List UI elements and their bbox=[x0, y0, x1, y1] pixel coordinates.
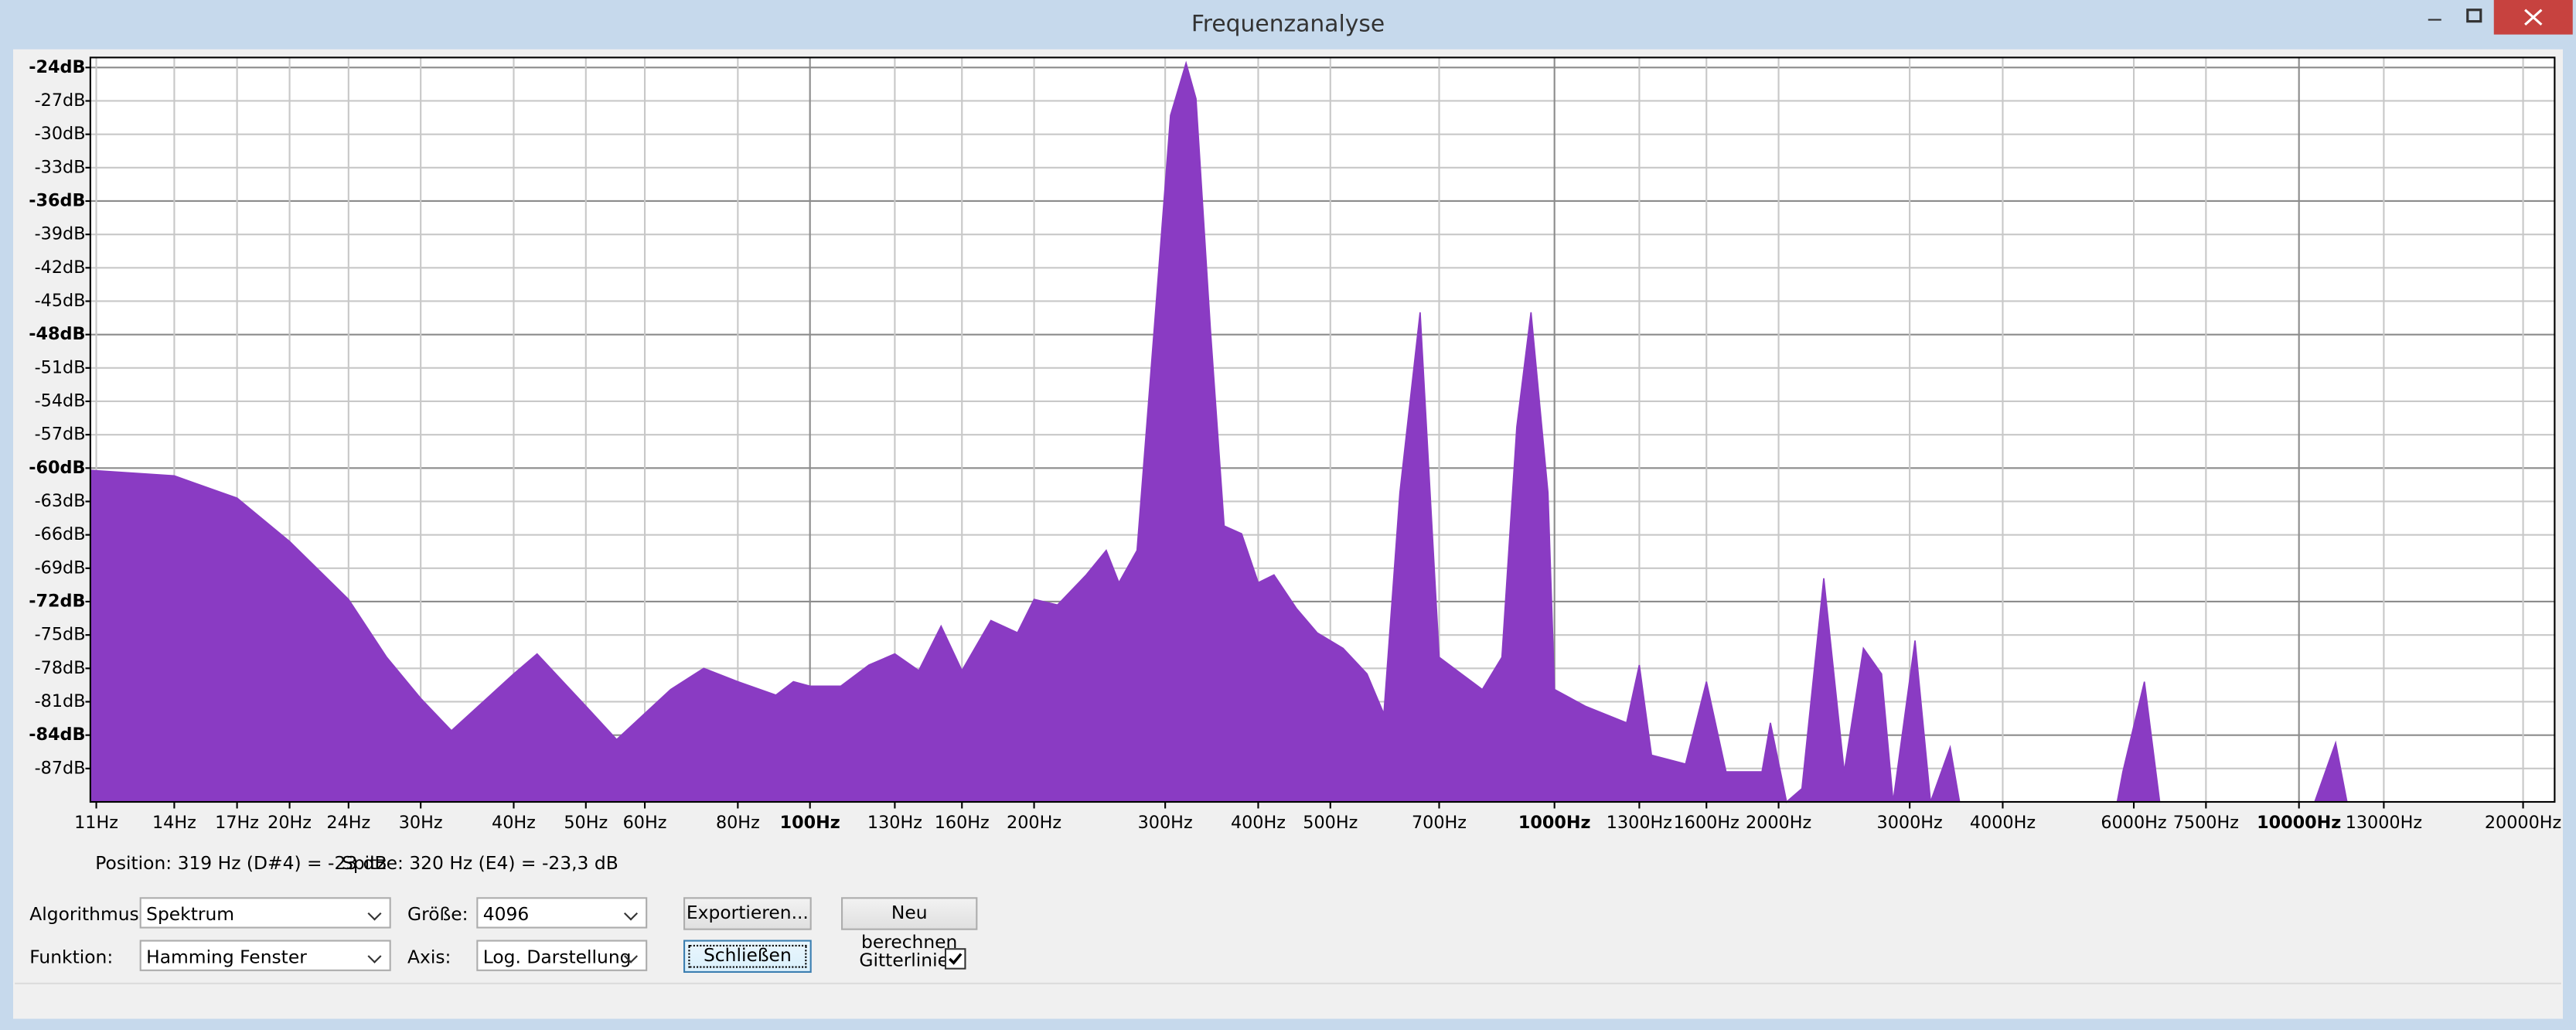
y-tick-label: -51dB bbox=[35, 357, 86, 377]
x-tick-label: 7500Hz bbox=[2173, 813, 2239, 833]
x-tick-label: 11Hz bbox=[74, 813, 118, 833]
x-tick-label: 50Hz bbox=[564, 813, 608, 833]
y-tick-label: -57dB bbox=[35, 425, 86, 445]
x-tick-label: 100Hz bbox=[780, 813, 840, 833]
x-tick-label: 130Hz bbox=[867, 813, 922, 833]
x-tick-label: 4000Hz bbox=[1970, 813, 2036, 833]
label: Axis: bbox=[407, 946, 451, 968]
x-tick-label: 160Hz bbox=[935, 813, 990, 833]
x-tick-label: 20000Hz bbox=[2485, 813, 2561, 833]
y-tick-label: -39dB bbox=[35, 224, 86, 244]
status-bar bbox=[15, 982, 2561, 1018]
x-tick-label: 40Hz bbox=[492, 813, 536, 833]
y-tick-label: -33dB bbox=[35, 157, 86, 177]
y-tick-label: -63dB bbox=[35, 491, 86, 511]
checkbox-box[interactable] bbox=[944, 948, 966, 970]
spectrum-chart: -24dB -27dB -30dB -33dB -36dB -39dB -42dB -45dB… bbox=[29, 56, 2561, 833]
x-tick-label: 20Hz bbox=[267, 813, 312, 833]
y-tick-label: -27dB bbox=[35, 90, 86, 111]
label: Gitterlinien bbox=[859, 950, 960, 971]
x-tick-label: 300Hz bbox=[1138, 813, 1193, 833]
y-tick-label: -42dB bbox=[35, 258, 86, 278]
x-tick-label: 24Hz bbox=[326, 813, 370, 833]
status-position: Position: 319 Hz (D#4) = -23 dB bbox=[95, 852, 387, 875]
x-tick-label: 14Hz bbox=[152, 813, 196, 833]
y-tick-label: -36dB bbox=[29, 190, 85, 210]
y-tick-label: -66dB bbox=[35, 524, 86, 544]
algorithm-select[interactable]: Spektrum bbox=[139, 897, 391, 929]
x-tick-label: 1600Hz bbox=[1674, 813, 1739, 833]
y-tick-label: -84dB bbox=[29, 725, 85, 745]
x-tick-label: 1000Hz bbox=[1518, 813, 1591, 833]
checkmark bbox=[949, 953, 963, 965]
window-buttons[interactable] bbox=[2415, 0, 2576, 39]
x-tick-label: 200Hz bbox=[1007, 813, 1061, 833]
y-tick-label: -24dB bbox=[29, 57, 85, 77]
y-tick-label: -87dB bbox=[35, 758, 86, 778]
status-peak: Spitze: 320 Hz (E4) = -23,3 dB bbox=[342, 852, 618, 875]
label: Funktion: bbox=[29, 946, 114, 968]
y-tick-label: -45dB bbox=[35, 291, 86, 311]
x-tick-label: 400Hz bbox=[1231, 813, 1286, 833]
y-tick-label: -54dB bbox=[35, 391, 86, 411]
x-tick-label: 17Hz bbox=[215, 813, 259, 833]
x-tick-label: 30Hz bbox=[399, 813, 443, 833]
close-dialog-button[interactable]: Schließen bbox=[683, 940, 812, 973]
plot-border bbox=[89, 56, 2556, 803]
x-tick-label: 6000Hz bbox=[2101, 813, 2166, 833]
x-tick-label: 13000Hz bbox=[2346, 813, 2422, 833]
y-tick-label: -78dB bbox=[35, 658, 86, 678]
size-select[interactable]: 4096 bbox=[476, 897, 648, 929]
y-tick-label: -72dB bbox=[29, 591, 85, 611]
x-tick-label: 1300Hz bbox=[1607, 813, 1672, 833]
y-tick-label: -60dB bbox=[29, 458, 85, 478]
axis-select[interactable]: Log. Darstellung bbox=[476, 940, 648, 971]
x-tick-label: 60Hz bbox=[623, 813, 667, 833]
x-tick-label: 10000Hz bbox=[2257, 813, 2341, 833]
x-tick-label: 700Hz bbox=[1412, 813, 1467, 833]
function-select[interactable]: Hamming Fenster bbox=[139, 940, 391, 971]
y-tick-label: -81dB bbox=[35, 691, 86, 711]
recalc-button[interactable]: Neu berechnen bbox=[841, 897, 978, 953]
export-button[interactable]: Exportieren... bbox=[683, 897, 812, 930]
x-tick-label: 2000Hz bbox=[1746, 813, 1811, 833]
x-tick-label: 500Hz bbox=[1303, 813, 1358, 833]
close-icon bbox=[2524, 9, 2543, 26]
maximize[interactable] bbox=[2466, 9, 2482, 23]
spectrum-area bbox=[90, 60, 2555, 803]
x-tick-label: 3000Hz bbox=[1877, 813, 1943, 833]
grid-checkbox[interactable] bbox=[944, 948, 966, 970]
y-tick-label: -48dB bbox=[29, 324, 85, 344]
label: Algorithmus: bbox=[29, 903, 145, 926]
label: Größe: bbox=[407, 903, 469, 926]
y-tick-label: -30dB bbox=[35, 124, 86, 144]
window-title: Frequenzanalyse bbox=[1191, 11, 1385, 38]
y-tick-label: -75dB bbox=[35, 625, 86, 645]
y-tick-label: -69dB bbox=[35, 558, 86, 578]
x-tick-label: 80Hz bbox=[716, 813, 760, 833]
